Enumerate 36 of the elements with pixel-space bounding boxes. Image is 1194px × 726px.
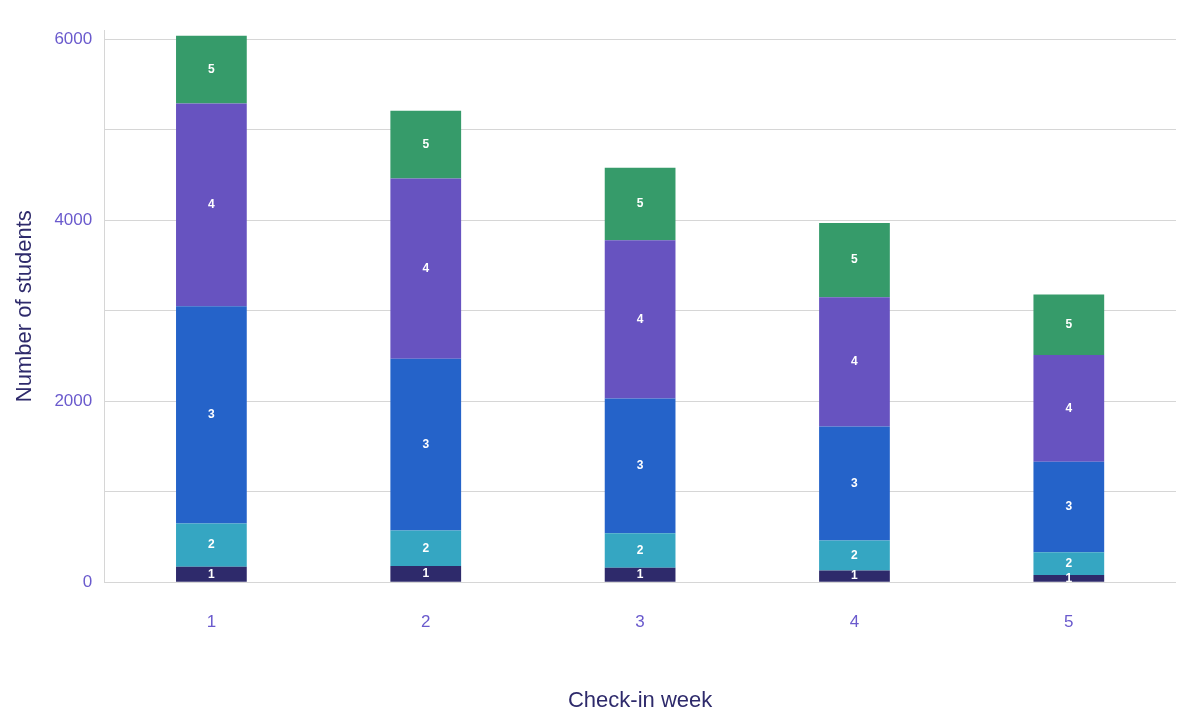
category-label: 5 [422, 136, 430, 151]
x-axis-title: Check-in week [567, 686, 714, 712]
category-label: 1 [851, 568, 858, 583]
text: 1 [208, 566, 215, 581]
series-label: 3 [422, 436, 430, 451]
category-label: 3 [1065, 499, 1073, 514]
category-label: 5 [636, 196, 644, 211]
x-tick-label: 1 [206, 612, 217, 632]
category-label: 5 [851, 252, 858, 267]
text: 4 [208, 197, 215, 212]
category-label: 4 [1065, 400, 1073, 415]
category-label: 2 [636, 542, 644, 557]
x-tick-label: 3 [635, 612, 645, 632]
category-label: 2 [422, 540, 430, 555]
series-label: 1 [422, 566, 430, 581]
x-tick-label: 2 [421, 612, 431, 632]
category-label: 3 [636, 458, 644, 473]
y-tick-label: 4000 [54, 209, 93, 229]
x-tick-label: 5 [1064, 612, 1074, 632]
y-tick-label: 0 [82, 571, 93, 591]
text: 2 [208, 537, 215, 552]
category-label: 3 [851, 475, 858, 490]
category-label: 1 [1065, 570, 1073, 585]
y-axis-title: Number of students [11, 210, 37, 403]
category-label: 4 [636, 311, 644, 326]
x-tick-label: 4 [849, 612, 860, 632]
category-label: 4 [851, 354, 858, 369]
y-tick-label: 2000 [54, 390, 93, 410]
category-label: 1 [636, 567, 644, 582]
text: 3 [208, 407, 215, 422]
series-label: 5 [1065, 317, 1073, 332]
y-tick-label: 6000 [54, 28, 93, 48]
text: 5 [208, 61, 215, 76]
series-label: 2 [1065, 555, 1073, 570]
series-label: 4 [422, 260, 430, 275]
category-label: 2 [851, 547, 858, 562]
